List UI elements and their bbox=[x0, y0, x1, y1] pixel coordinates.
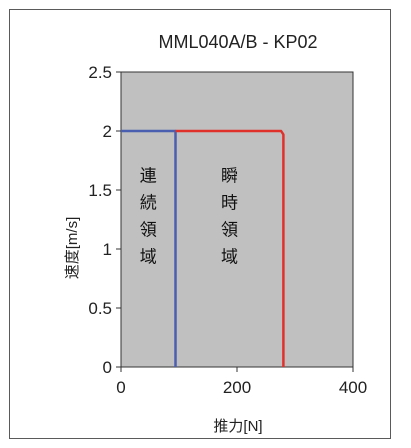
x-axis-label: 推力[N] bbox=[213, 418, 262, 435]
y-tick-label-0: 0 bbox=[103, 358, 112, 377]
tick-layer: 0 0.5 1 1.5 2 2.5 0 200 400 bbox=[88, 63, 367, 397]
y-axis-label: 速度[m/s] bbox=[64, 217, 81, 280]
y-tick-label-5: 2.5 bbox=[88, 63, 112, 82]
annotation-layer: 連続領域 瞬時領域 bbox=[140, 167, 238, 268]
x-tick-label-2: 400 bbox=[339, 378, 367, 397]
series-layer bbox=[121, 129, 285, 367]
y-tick-label-4: 2 bbox=[103, 122, 112, 141]
plot-area bbox=[120, 71, 354, 368]
region-label-0: 連続領域 bbox=[140, 167, 157, 268]
chart-title: MML040A/B - KP02 bbox=[158, 32, 317, 52]
region-label-1: 瞬時領域 bbox=[221, 167, 238, 268]
y-tick-label-1: 0.5 bbox=[88, 299, 112, 318]
y-tick-label-2: 1 bbox=[103, 240, 112, 259]
x-tick-label-0: 0 bbox=[116, 378, 125, 397]
series-line-1 bbox=[175, 129, 285, 367]
x-tick-label-1: 200 bbox=[223, 378, 251, 397]
y-tick-label-3: 1.5 bbox=[88, 181, 112, 200]
